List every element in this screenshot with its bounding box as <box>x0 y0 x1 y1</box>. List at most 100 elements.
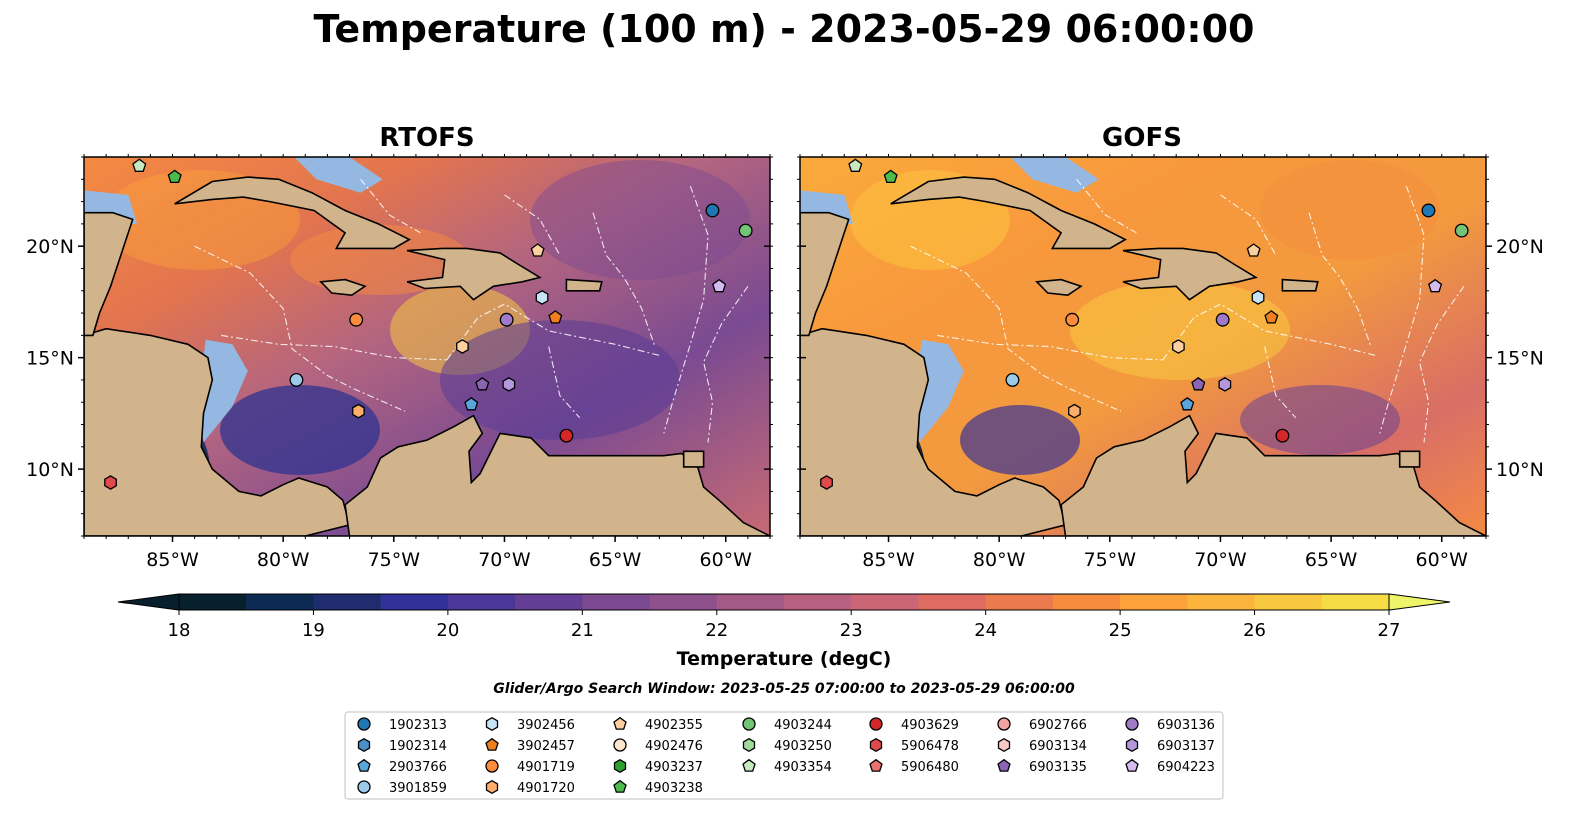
gofs-platform-marker <box>1172 339 1185 354</box>
legend-item-label: 4902476 <box>645 739 703 754</box>
legend-marker-circle <box>869 717 883 731</box>
legend-item-label: 4903354 <box>774 760 832 775</box>
rtofs-platform-marker <box>499 312 514 327</box>
legend-marker-pentagon <box>997 758 1011 772</box>
legend-marker-hexagon <box>357 737 371 753</box>
legend-marker-pentagon <box>742 758 756 772</box>
legend-item-label: 1902313 <box>389 718 447 733</box>
rtofs-eez-boundary <box>360 178 421 234</box>
colorbar-segment <box>1052 594 1121 610</box>
gofs-lon-tick-label: 80°W <box>973 549 1026 571</box>
gofs-lon-tick-label: 85°W <box>862 549 915 571</box>
colorbar-tick-label: 24 <box>974 620 997 641</box>
rtofs-lat-tick-label: 15°N <box>26 348 74 370</box>
legend-item-label: 6904223 <box>1157 760 1215 775</box>
rtofs-eez-boundary <box>548 346 581 419</box>
gofs-land-cuba <box>890 176 1127 250</box>
rtofs-platform-markers <box>104 158 753 490</box>
legend-marker-circle <box>357 717 371 731</box>
colorbar-segment <box>179 594 247 610</box>
gofs-platform-marker <box>1454 223 1469 238</box>
rtofs-map-frame <box>83 156 771 537</box>
colorbar-tick-label: 27 <box>1378 620 1401 641</box>
rtofs-lon-tick-label: 65°W <box>589 549 642 571</box>
rtofs-longitude-axis: 85°W 80°W 75°W 70°W 65°W 60°W <box>83 154 771 571</box>
gofs-land <box>800 157 1486 536</box>
gofs-platform-marker <box>1275 428 1290 443</box>
legend-marker-pentagon <box>613 716 627 730</box>
legend-item-label: 1902314 <box>389 739 447 754</box>
legend-item-label: 5906480 <box>901 760 959 775</box>
gofs-lat-tick-label: 20°N <box>1496 236 1544 258</box>
rtofs-land-trinidad <box>682 450 705 468</box>
legend-marker-circle <box>485 759 499 773</box>
gofs-lat-tick-label: 10°N <box>1496 459 1544 481</box>
rtofs-shelf-bahamas-bank <box>294 157 383 193</box>
colorbar-segment <box>515 594 583 610</box>
legend-marker-circle <box>357 780 371 794</box>
colorbar-segment <box>1120 594 1188 610</box>
rtofs-eez-boundary <box>592 212 656 347</box>
colorbar-segment <box>1254 594 1323 610</box>
colorbar-segment <box>246 594 315 610</box>
rtofs-land-jamaica <box>319 278 367 297</box>
gofs-platform-marker <box>1251 290 1265 305</box>
gofs-platform-marker <box>1068 403 1081 419</box>
colorbar-segment <box>649 594 718 610</box>
colorbar-tick-label: 25 <box>1109 620 1132 641</box>
colorbar-segment <box>985 594 1054 610</box>
legend-marker-hexagon <box>613 758 627 774</box>
colorbar-min-extension <box>117 593 180 611</box>
legend-item-label: 4903237 <box>645 760 703 775</box>
rtofs-platform-marker <box>104 475 117 490</box>
rtofs-eez-boundary <box>504 194 561 256</box>
rtofs-lon-tick-label: 80°W <box>257 549 310 571</box>
rtofs-eez-boundary <box>703 285 749 443</box>
rtofs-land-puerto-rico <box>565 278 603 292</box>
rtofs-platform-marker <box>132 158 147 172</box>
legend-item-label: 4901719 <box>517 760 575 775</box>
legend-marker-hexagon <box>997 737 1011 753</box>
rtofs-platform-marker <box>705 203 720 218</box>
legend-marker-hexagon <box>485 716 499 732</box>
legend-item-label: 6902766 <box>1029 718 1087 733</box>
colorbar-segment <box>784 594 852 610</box>
rtofs-land <box>84 157 770 536</box>
gofs-map-frame <box>799 156 1487 537</box>
legend-item-label: 4903629 <box>901 718 959 733</box>
rtofs-platform-marker <box>167 169 182 184</box>
rtofs-lon-tick-label: 75°W <box>368 549 421 571</box>
legend-item-label: 6903134 <box>1029 739 1087 754</box>
gofs-eez-boundary <box>910 245 1122 412</box>
gofs-eez-boundary <box>1379 185 1425 434</box>
rtofs-platform-marker <box>548 310 563 324</box>
rtofs-lon-tick-label: 60°W <box>700 549 753 571</box>
gofs-land-puerto-rico <box>1281 278 1319 292</box>
gofs-shelf-bahamas-bank <box>1010 157 1099 193</box>
legend-marker-hexagon <box>742 737 756 753</box>
colorbar-segment <box>851 594 920 610</box>
colorbar-frame <box>178 593 1390 611</box>
colorbar-tick-label: 22 <box>705 620 728 641</box>
search-window-caption: Glider/Argo Search Window: 2023-05-25 07… <box>493 681 1075 697</box>
rtofs-platform-marker <box>456 339 469 354</box>
rtofs-eez-boundary <box>446 303 660 361</box>
legend-item-label: 4903244 <box>774 718 832 733</box>
rtofs-land-hispaniola <box>406 247 542 301</box>
rtofs-eez-boundary <box>663 185 709 434</box>
colorbar-segment <box>716 594 785 610</box>
gofs-eez-boundary <box>1419 285 1465 443</box>
legend-marker-hexagon <box>485 779 499 795</box>
legend-item-label: 6903137 <box>1157 739 1215 754</box>
gofs-map-panel: GOFS 85°W 80°W 75°W 70°W 65°W 60°W 20°N 15°N 10… <box>797 123 1544 571</box>
rtofs-platform-marker <box>464 396 479 411</box>
legend-marker-pentagon <box>1125 758 1139 772</box>
gofs-eez-boundary <box>1076 178 1137 234</box>
legend-frame <box>344 711 1224 800</box>
rtofs-land-yucatan <box>84 211 134 337</box>
colorbar-segment <box>918 594 987 610</box>
colorbar-segment <box>1321 594 1390 610</box>
gofs-platform-marker <box>848 158 863 172</box>
colorbar-max-extension <box>1388 593 1451 611</box>
